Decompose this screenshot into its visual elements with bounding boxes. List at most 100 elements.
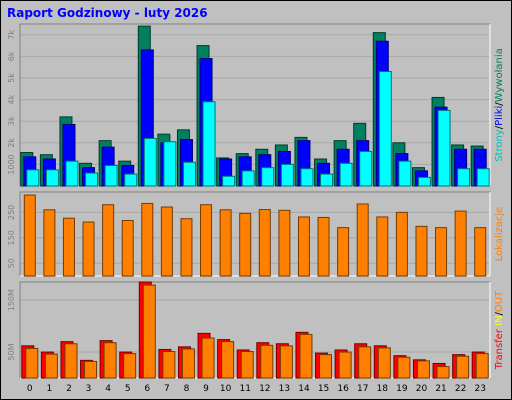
bar-strony-19	[398, 160, 412, 187]
bar-out-6	[142, 284, 156, 379]
bar-strony-12	[261, 167, 275, 187]
bar-out-7	[162, 351, 176, 379]
panel-transfer: 50M 150M	[7, 281, 491, 379]
x-tick-label: 11	[239, 384, 250, 394]
x-tick-label: 13	[279, 384, 290, 394]
y-tick-label: 250	[7, 205, 16, 220]
bar-lokalizacje-17	[356, 203, 369, 277]
x-tick-label: 9	[203, 384, 209, 394]
x-tick-label: 19	[396, 384, 408, 394]
bar-strony-22	[457, 168, 471, 187]
bar-strony-10	[222, 175, 236, 187]
bar-lokalizacje-13	[278, 209, 291, 277]
bar-lokalizacje-2	[62, 217, 75, 277]
bar-lokalizacje-0	[23, 194, 36, 277]
bar-out-17	[358, 346, 372, 379]
ylabel-part: OUT	[494, 290, 505, 312]
x-tick-label: 22	[455, 384, 466, 394]
bar-strony-5	[124, 173, 138, 187]
y-tick-label: 1000	[7, 154, 16, 174]
bar-out-2	[64, 343, 78, 379]
x-tick-label: 15	[318, 384, 329, 394]
ylabel-part: Pliki	[494, 106, 505, 126]
bar-strony-11	[241, 170, 255, 187]
bar-strony-8	[182, 161, 196, 187]
series-lokalizacje	[23, 194, 487, 277]
bar-lokalizacje-22	[454, 210, 467, 277]
x-tick-label: 0	[27, 384, 33, 394]
ylabel-part: Lokalizacje	[494, 207, 505, 262]
ylabel-part: Transfer	[494, 326, 505, 370]
panel-locations: 50 150 250	[7, 191, 491, 277]
bar-strony-2	[65, 160, 79, 187]
bar-lokalizacje-5	[121, 220, 134, 277]
bar-out-13	[279, 345, 293, 379]
y-tick-label: 4k	[7, 94, 16, 104]
bar-strony-16	[339, 162, 353, 187]
bar-lokalizacje-15	[317, 216, 330, 277]
x-axis-labels: 0 1 2 3 4 5 6 7 8 9 10 11 12 13 14 15 16 17 18 19 20 21 22 23	[27, 384, 486, 394]
x-tick-label: 1	[47, 384, 53, 394]
bar-lokalizacje-11	[239, 212, 252, 277]
x-tick-label: 23	[474, 384, 485, 394]
bar-lokalizacje-6	[141, 202, 154, 277]
bar-out-18	[377, 347, 391, 379]
y-tick-label: 150	[7, 230, 16, 245]
bar-lokalizacje-3	[82, 221, 95, 277]
bar-strony-13	[280, 163, 294, 187]
panels-layer: 1000 2k 3k 4k 5k 6k 7k 50 150 250 50M 150M	[7, 23, 491, 379]
bar-strony-3	[85, 172, 99, 187]
x-tick-label: 18	[377, 384, 389, 394]
x-tick-label: 17	[357, 384, 368, 394]
x-tick-label: 10	[220, 384, 232, 394]
ylabel-part: IN	[494, 315, 505, 325]
y-tick-label: 2k	[7, 138, 16, 148]
bar-out-9	[201, 337, 215, 379]
bar-out-20	[416, 360, 430, 379]
bar-out-4	[103, 342, 117, 379]
x-tick-label: 5	[125, 384, 131, 394]
y-tick-label: 6k	[7, 51, 16, 61]
bar-lokalizacje-8	[180, 218, 193, 277]
bar-out-14	[299, 333, 313, 379]
bar-lokalizacje-21	[435, 227, 448, 277]
panel-pages-area	[19, 23, 491, 187]
y-tick-label: 50	[7, 258, 16, 268]
x-tick-label: 6	[144, 384, 150, 394]
panel-locations-ylabel: Lokalizacje	[494, 207, 505, 262]
ylabel-part: Strony	[494, 129, 505, 162]
bar-lokalizacje-18	[376, 216, 389, 277]
chart-title: Raport Godzinowy - luty 2026	[7, 6, 208, 20]
bar-out-21	[436, 366, 450, 379]
y-axis-titles: Strony/Pliki/WywołaniaLokalizacjeTransfe…	[494, 48, 505, 370]
x-tick-label: 21	[435, 384, 446, 394]
bar-strony-15	[320, 173, 334, 187]
y-tick-label: 50M	[7, 343, 16, 360]
bar-lokalizacje-20	[415, 225, 428, 277]
bar-lokalizacje-23	[474, 227, 487, 277]
x-tick-label: 20	[416, 384, 428, 394]
y-tick-label: 150M	[7, 289, 16, 311]
panel-transfer-area	[19, 281, 491, 379]
y-tick-label: 7k	[7, 30, 16, 40]
y-tick-label: 3k	[7, 116, 16, 126]
bar-out-19	[397, 356, 411, 379]
bar-lokalizacje-4	[102, 204, 115, 277]
bar-lokalizacje-1	[43, 209, 56, 277]
bar-strony-7	[163, 141, 177, 187]
x-tick-label: 16	[337, 384, 349, 394]
bar-lokalizacje-9	[200, 204, 213, 277]
bar-out-16	[338, 351, 352, 379]
bar-lokalizacje-19	[395, 211, 408, 277]
bar-lokalizacje-7	[160, 206, 173, 277]
series-out	[25, 284, 489, 379]
panel-pages: 1000 2k 3k 4k 5k 6k 7k	[7, 23, 491, 187]
bar-out-12	[260, 344, 274, 379]
bar-out-11	[240, 351, 254, 379]
bar-strony-0	[26, 169, 40, 187]
panel-locations-area	[19, 191, 491, 277]
y-tick-label: 5k	[7, 73, 16, 83]
bar-out-3	[84, 360, 98, 379]
x-tick-label: 4	[105, 384, 111, 394]
bar-out-1	[44, 353, 58, 379]
